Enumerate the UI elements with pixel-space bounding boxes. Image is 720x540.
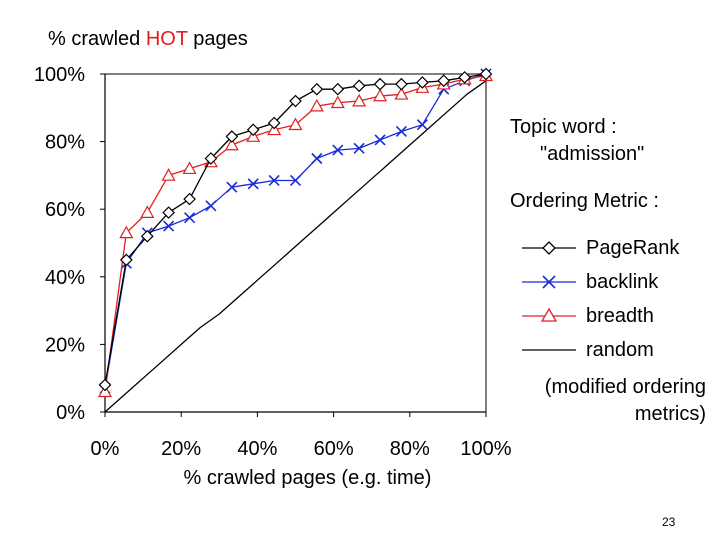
x-tick-label: 80% xyxy=(390,438,430,460)
data-point-breadth xyxy=(182,161,197,175)
data-point-breadth xyxy=(330,95,345,109)
data-point-backlink xyxy=(184,212,196,224)
data-point-pagerank xyxy=(373,77,387,91)
data-point-backlink xyxy=(332,144,344,156)
data-point-pagerank xyxy=(140,229,154,243)
legend-item-pagerank: PageRank xyxy=(520,234,720,264)
legend-swatch-pagerank xyxy=(522,241,576,255)
legend-note-line1: (modified ordering xyxy=(544,376,706,398)
data-point-breadth xyxy=(140,205,155,218)
data-point-backlink xyxy=(226,181,238,193)
data-point-pagerank xyxy=(437,74,451,88)
data-point-pagerank xyxy=(204,152,218,165)
data-point-backlink xyxy=(163,220,175,232)
legend-label-breadth: breadth xyxy=(586,305,654,327)
data-point-pagerank xyxy=(289,94,302,108)
legend-item-backlink: backlink xyxy=(520,268,720,298)
legend-note: (modified ordering metrics) xyxy=(528,374,706,428)
y-axis-title-hot: HOT xyxy=(145,28,188,50)
data-point-breadth xyxy=(309,98,324,112)
data-point-pagerank xyxy=(225,130,239,143)
data-point-breadth xyxy=(373,88,388,102)
data-point-backlink xyxy=(416,119,428,131)
legend-label-backlink: backlink xyxy=(586,271,659,293)
data-point-pagerank xyxy=(267,116,281,130)
y-tick-label: 100% xyxy=(34,64,85,86)
x-tick-label: 0% xyxy=(91,438,120,460)
topic-label: Topic word : xyxy=(510,116,617,138)
data-point-backlink xyxy=(395,125,407,138)
x-tick-label: 20% xyxy=(161,438,201,460)
data-point-breadth xyxy=(352,93,367,107)
data-point-backlink xyxy=(205,200,217,212)
data-point-pagerank xyxy=(416,76,429,89)
x-tick-label: 60% xyxy=(314,438,354,460)
legend-swatch-backlink xyxy=(522,275,576,289)
legend-item-random: random xyxy=(520,336,720,366)
data-point-pagerank xyxy=(352,79,366,93)
data-point-backlink xyxy=(374,134,386,146)
data-point-pagerank xyxy=(310,82,324,96)
legend-note-line2: metrics) xyxy=(634,403,706,425)
data-point-backlink xyxy=(353,142,365,154)
series-line-random xyxy=(104,80,487,413)
legend-item-breadth: breadth xyxy=(520,302,720,332)
data-point-breadth xyxy=(224,137,239,151)
legend-label-pagerank: PageRank xyxy=(586,237,680,259)
legend-swatch-random xyxy=(522,349,576,351)
data-point-breadth xyxy=(394,87,409,100)
x-axis-title: % crawled pages (e.g. time) xyxy=(184,467,432,489)
data-point-pagerank xyxy=(479,67,493,81)
data-point-backlink xyxy=(247,178,259,190)
y-axis-title-suffix: pages xyxy=(187,28,248,50)
legend-label-random: random xyxy=(586,339,654,361)
topic-value: "admission" xyxy=(540,143,645,165)
data-point-backlink xyxy=(311,152,323,165)
data-point-pagerank xyxy=(395,77,408,91)
chart-info: Topic word : "admission" Ordering Metric… xyxy=(510,114,659,215)
y-tick-label: 20% xyxy=(45,334,85,356)
data-point-pagerank xyxy=(246,123,260,137)
data-point-pagerank xyxy=(331,82,345,96)
legend-swatch-breadth xyxy=(522,307,576,322)
data-point-backlink xyxy=(289,174,302,187)
data-point-pagerank xyxy=(183,192,196,206)
y-tick-label: 60% xyxy=(45,199,85,221)
x-tick-label: 40% xyxy=(237,438,277,460)
y-tick-label: 80% xyxy=(45,132,85,154)
data-point-pagerank xyxy=(119,253,133,267)
data-point-breadth xyxy=(288,117,303,131)
data-point-breadth xyxy=(119,225,134,239)
data-point-pagerank xyxy=(98,378,112,392)
data-point-pagerank xyxy=(458,71,472,84)
x-tick-label: 100% xyxy=(460,438,511,460)
slide-number: 23 xyxy=(662,515,676,529)
y-tick-label: 40% xyxy=(45,267,85,289)
data-point-pagerank xyxy=(162,206,175,219)
data-point-backlink xyxy=(268,174,280,187)
data-point-breadth xyxy=(161,168,176,181)
metric-label: Ordering Metric : xyxy=(510,190,659,212)
y-tick-label: 0% xyxy=(56,402,85,424)
y-axis-title: % crawled HOT pages xyxy=(48,28,248,51)
y-axis-title-prefix: % crawled xyxy=(48,28,146,50)
